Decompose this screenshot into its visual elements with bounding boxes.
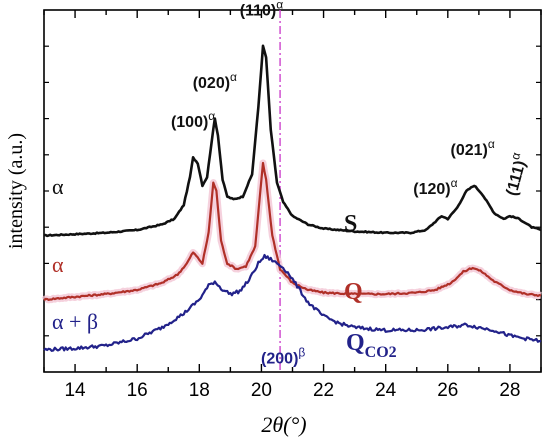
x-tick-label: 26 — [437, 380, 458, 401]
peak-phase: α — [276, 0, 283, 12]
peak-index: (111) — [504, 159, 530, 198]
x-axis-ticks: 14 16 18 20 22 24 26 28 — [43, 10, 542, 401]
peak-index: (110) — [240, 3, 276, 20]
x-tick-label: 16 — [127, 380, 148, 401]
peak-phase: α — [230, 70, 237, 84]
sample-name: S — [344, 211, 357, 237]
series-line-s — [43, 44, 542, 238]
peak-phase: α — [208, 109, 215, 123]
peak-label-b200: (200)β — [261, 346, 305, 368]
peak-label-a020: (020)α — [193, 70, 237, 92]
x-tick-label: 20 — [251, 380, 272, 401]
sample-name: Q — [344, 279, 363, 305]
peak-index: (020) — [193, 75, 230, 92]
peak-label-a110: (110)α — [240, 0, 283, 20]
x-tick-label: 18 — [189, 380, 210, 401]
x-axis-label: 2θ(°) — [261, 412, 306, 437]
sample-label-s: S — [344, 211, 357, 237]
peak-label-a100: (100)α — [171, 109, 215, 131]
peak-label-a021: (021)α — [451, 137, 495, 159]
series-line-qco2 — [43, 253, 542, 352]
series-line-q — [43, 161, 542, 302]
phase-label-qco2: α + β — [52, 309, 98, 334]
sample-name-subscript: CO2 — [365, 344, 397, 361]
x-tick-label: 24 — [375, 380, 397, 401]
x-tick-label: 14 — [64, 380, 86, 401]
peak-phase: β — [298, 346, 305, 360]
phase-label-q: α — [52, 252, 64, 277]
peak-label-a111: (111)α — [499, 151, 531, 198]
x-tick-label: 28 — [499, 380, 520, 401]
peak-index: (100) — [171, 114, 208, 131]
peak-index: (120) — [413, 181, 450, 198]
sample-label-q: Q — [344, 279, 363, 305]
peak-phase: α — [508, 151, 523, 161]
peak-phase: α — [451, 176, 458, 190]
phase-label-s: α — [52, 174, 64, 199]
y-axis-label: intensity (a.u.) — [5, 133, 27, 249]
sample-label-qco2: QCO2 — [346, 330, 397, 361]
peak-phase: α — [488, 137, 495, 151]
peak-index: (200) — [261, 351, 298, 368]
peak-label-a120: (120)α — [413, 176, 457, 198]
sample-name: Q — [346, 330, 365, 356]
x-tick-label: 22 — [313, 380, 334, 401]
peak-index: (021) — [451, 142, 488, 159]
